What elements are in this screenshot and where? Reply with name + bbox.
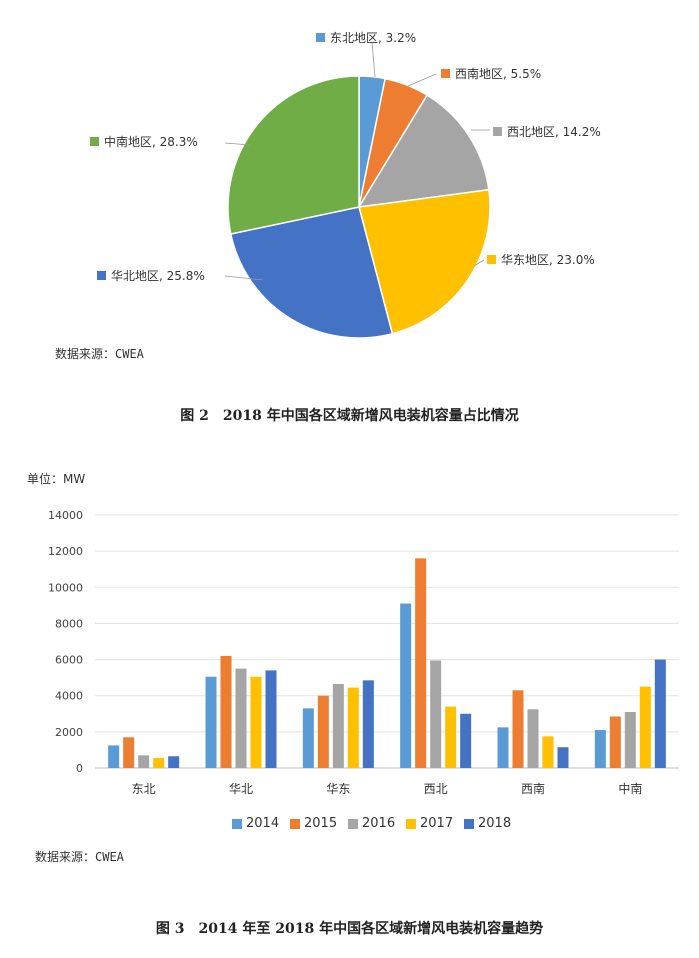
legend-item: 2017 xyxy=(406,816,453,831)
bar xyxy=(205,676,217,768)
bar xyxy=(557,747,569,768)
pie-slice xyxy=(358,188,491,335)
bar xyxy=(347,687,359,768)
pie-source-label: 数据来源：CWEA xyxy=(55,347,144,361)
bar xyxy=(108,745,120,768)
bar xyxy=(624,711,636,768)
x-category-label: 西南 xyxy=(521,781,545,796)
pie-slice-label: 华北地区, 25.8% xyxy=(111,269,205,283)
legend-item: 2016 xyxy=(348,816,395,831)
bar xyxy=(609,716,621,768)
bar xyxy=(542,736,554,768)
legend-swatch xyxy=(290,818,300,829)
bar-caption: 图 3 2014 年至 2018 年中国各区域新增风电装机容量趋势 xyxy=(155,921,544,937)
pie-slice-label: 西北地区, 14.2% xyxy=(507,125,601,139)
bar xyxy=(265,670,277,768)
pie-leader-line xyxy=(224,275,264,281)
pie-slice xyxy=(229,206,394,339)
pie-chart: 东北地区, 3.2% 西南地区, 5.5% 西北地区, 14.2% 华东地区, 23.… xyxy=(90,31,601,339)
bar xyxy=(153,758,165,768)
y-tick-label: 6000 xyxy=(55,654,83,667)
pie-slice-label: 华东地区, 23.0% xyxy=(501,253,595,267)
bar xyxy=(123,737,135,768)
bar xyxy=(654,659,666,768)
bar xyxy=(168,756,180,768)
bar xyxy=(460,713,472,768)
pie-slice xyxy=(227,75,360,235)
y-tick-label: 10000 xyxy=(48,581,83,594)
legend-label: 2016 xyxy=(362,816,396,831)
pie-slice xyxy=(357,94,490,208)
pie-slice-label: 东北地区, 3.2% xyxy=(330,31,416,45)
pie-leader-line xyxy=(224,142,251,146)
legend-swatch xyxy=(406,818,416,829)
bar-unit-label: 单位：MW xyxy=(27,472,86,486)
pie-label-swatch xyxy=(487,255,496,264)
bar xyxy=(302,708,314,768)
bar xyxy=(400,603,412,768)
pie-slice-label: 中南地区, 28.3% xyxy=(104,134,198,149)
pie-label-swatch xyxy=(90,137,99,146)
bar xyxy=(235,668,247,768)
bar xyxy=(497,727,509,768)
pie-label-swatch xyxy=(316,33,325,42)
pie-label-swatch xyxy=(493,127,502,136)
legend-item: 2015 xyxy=(290,816,337,831)
bar xyxy=(594,730,606,768)
bar xyxy=(332,683,344,768)
pie-leader-line xyxy=(473,259,485,267)
bar xyxy=(639,686,651,768)
legend-label: 2018 xyxy=(478,816,512,831)
bar xyxy=(430,660,442,768)
legend-label: 2015 xyxy=(304,816,338,831)
pie-slice-label: 西南地区, 5.5% xyxy=(455,66,541,81)
legend-label: 2017 xyxy=(420,816,454,831)
bar xyxy=(220,655,232,768)
bar xyxy=(415,558,427,768)
pie-label-swatch xyxy=(97,271,106,280)
bar xyxy=(317,695,329,768)
legend-item: 2018 xyxy=(464,816,511,831)
x-category-label: 华东 xyxy=(326,782,350,796)
x-category-label: 华北 xyxy=(229,782,253,796)
y-tick-label: 14000 xyxy=(48,509,83,522)
pie-leader-line xyxy=(407,73,437,87)
x-category-label: 中南 xyxy=(618,781,642,796)
bar xyxy=(512,690,524,768)
bar-chart: 0 2000 4000 6000 8000 10000 12000 14000 东北 华北 华东 西北… xyxy=(48,509,679,796)
y-tick-label: 0 xyxy=(76,762,83,775)
legend-swatch xyxy=(232,818,242,829)
y-tick-label: 2000 xyxy=(55,726,83,739)
pie-label-swatch xyxy=(441,69,450,78)
y-tick-label: 12000 xyxy=(48,545,83,558)
y-tick-label: 8000 xyxy=(55,617,83,630)
bar xyxy=(445,706,457,768)
legend-swatch xyxy=(348,818,358,829)
bar xyxy=(250,676,262,768)
bar-source-label: 数据来源：CWEA xyxy=(35,850,124,864)
pie-caption: 图 2 2018 年中国各区域新增风电装机容量占比情况 xyxy=(180,408,519,424)
bar xyxy=(362,680,374,768)
legend-label: 2014 xyxy=(246,816,280,831)
pie-leader-line xyxy=(371,41,376,78)
x-category-label: 西北 xyxy=(424,782,448,796)
legend-item: 2014 xyxy=(232,816,279,831)
bar xyxy=(138,755,150,768)
bar xyxy=(527,709,539,768)
x-category-label: 东北 xyxy=(132,782,156,796)
y-tick-label: 4000 xyxy=(55,690,83,703)
legend-swatch xyxy=(464,818,474,829)
